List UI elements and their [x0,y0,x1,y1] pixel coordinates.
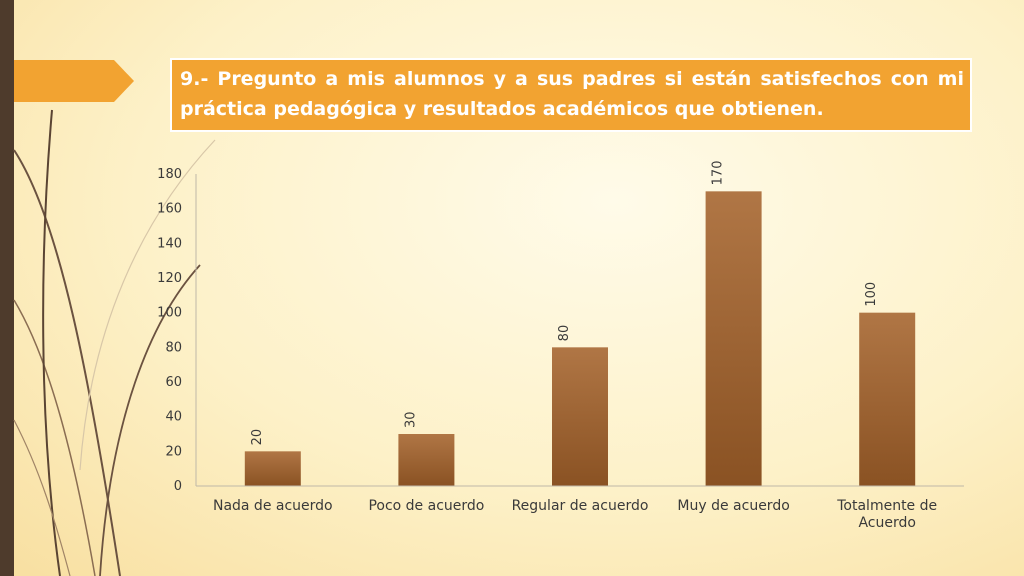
y-tick-label: 0 [174,479,182,494]
x-axis: Nada de acuerdo Poco de acuerdo Regular de… [196,485,964,531]
y-tick-label: 180 [157,167,182,182]
y-tick-label: 20 [165,444,182,459]
x-category-label-5: Totalmente de Acuerdo [836,498,937,531]
slide-left-bar [0,0,14,576]
x-category-label-1: Nada de acuerdo [213,498,333,514]
y-tick-label: 80 [165,340,182,355]
bars: 20 30 80 170 100 [244,161,916,487]
y-tick-label: 100 [157,306,182,321]
data-label-2: 30 [403,411,418,428]
slide-title: 9.- Pregunto a mis alumnos y a sus padre… [170,58,972,132]
y-tick-label: 60 [165,375,182,390]
bar-1 [244,451,301,486]
slide-title-text: 9.- Pregunto a mis alumnos y a sus padre… [180,68,964,120]
x-category-label-2: Poco de acuerdo [368,498,484,514]
x-category-label-3: Regular de acuerdo [512,498,649,514]
y-tick-label: 120 [157,271,182,286]
y-tick-label: 40 [165,410,182,425]
data-label-4: 170 [711,161,726,186]
title-arrow-tab [14,60,134,102]
bar-2 [398,434,455,486]
y-tick-label: 160 [157,202,182,217]
bar-4 [705,191,762,487]
data-label-3: 80 [557,325,572,342]
y-tick-label: 140 [157,236,182,251]
bar-5 [859,312,916,486]
bar-3 [552,347,608,486]
x-category-label-4: Muy de acuerdo [677,498,789,514]
data-label-1: 20 [250,429,265,446]
y-axis: 0 20 40 60 80 100 120 140 160 180 [157,167,197,494]
data-label-5: 100 [864,282,879,307]
